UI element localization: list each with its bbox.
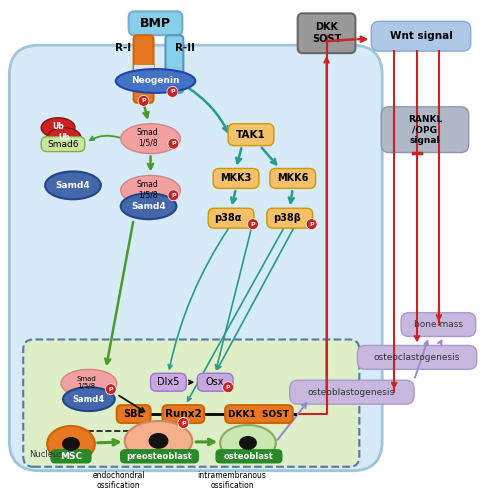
Ellipse shape xyxy=(47,128,81,148)
Circle shape xyxy=(247,218,259,230)
FancyBboxPatch shape xyxy=(9,45,382,470)
Ellipse shape xyxy=(149,433,169,449)
Text: Dlx5: Dlx5 xyxy=(157,377,180,387)
FancyBboxPatch shape xyxy=(51,450,91,463)
FancyBboxPatch shape xyxy=(228,124,274,146)
Text: p38α: p38α xyxy=(214,213,242,223)
Ellipse shape xyxy=(239,436,257,450)
FancyBboxPatch shape xyxy=(401,312,476,336)
FancyBboxPatch shape xyxy=(270,168,316,188)
Ellipse shape xyxy=(121,194,176,219)
Ellipse shape xyxy=(62,437,80,451)
Text: osteoblastogenesis: osteoblastogenesis xyxy=(308,388,395,396)
Ellipse shape xyxy=(125,421,192,461)
Circle shape xyxy=(223,382,234,392)
FancyBboxPatch shape xyxy=(290,380,414,404)
Text: MSC: MSC xyxy=(60,452,82,462)
Text: MKK6: MKK6 xyxy=(277,174,308,184)
FancyBboxPatch shape xyxy=(41,136,85,152)
Text: Nucleus: Nucleus xyxy=(29,450,63,459)
Text: R-I: R-I xyxy=(114,43,131,53)
Ellipse shape xyxy=(220,425,276,461)
Text: Neogenin: Neogenin xyxy=(131,76,180,86)
Ellipse shape xyxy=(45,172,101,200)
FancyBboxPatch shape xyxy=(298,14,356,53)
FancyBboxPatch shape xyxy=(166,35,183,93)
FancyBboxPatch shape xyxy=(129,12,182,35)
Text: Smad
1/5/8: Smad 1/5/8 xyxy=(76,376,96,388)
Text: p38β: p38β xyxy=(273,213,300,223)
Text: R-II: R-II xyxy=(175,43,195,53)
Text: Ub: Ub xyxy=(58,133,70,142)
Text: P: P xyxy=(171,141,176,146)
Ellipse shape xyxy=(47,426,95,462)
Text: P: P xyxy=(171,193,176,198)
Text: Smad
1/5/8: Smad 1/5/8 xyxy=(137,128,158,148)
Ellipse shape xyxy=(116,69,195,93)
Text: Samd4: Samd4 xyxy=(131,202,166,211)
Text: Smad
1/5/8: Smad 1/5/8 xyxy=(137,180,158,199)
FancyBboxPatch shape xyxy=(150,374,187,391)
Ellipse shape xyxy=(121,176,180,206)
FancyBboxPatch shape xyxy=(197,374,233,391)
FancyBboxPatch shape xyxy=(357,346,477,370)
Circle shape xyxy=(306,218,317,230)
Text: osteoblast: osteoblast xyxy=(224,452,274,462)
Text: DKK
SOST: DKK SOST xyxy=(312,22,341,44)
Circle shape xyxy=(138,96,149,106)
FancyBboxPatch shape xyxy=(23,340,359,467)
Text: P: P xyxy=(309,222,314,226)
Text: Samd4: Samd4 xyxy=(56,181,91,190)
Circle shape xyxy=(168,138,179,149)
Text: P: P xyxy=(170,90,175,94)
Ellipse shape xyxy=(41,118,75,138)
FancyBboxPatch shape xyxy=(225,405,293,423)
Circle shape xyxy=(167,86,178,98)
FancyBboxPatch shape xyxy=(371,22,471,51)
Text: TAK1: TAK1 xyxy=(236,130,266,140)
FancyBboxPatch shape xyxy=(216,450,282,463)
Text: DKK1  SOST: DKK1 SOST xyxy=(228,410,289,418)
Circle shape xyxy=(178,418,189,428)
Text: P: P xyxy=(181,420,186,426)
Text: Samd4: Samd4 xyxy=(73,394,105,404)
FancyBboxPatch shape xyxy=(267,208,313,228)
Text: Runx2: Runx2 xyxy=(165,409,202,419)
Text: P: P xyxy=(226,384,230,390)
Ellipse shape xyxy=(63,387,115,411)
Text: osteoclastogenesis: osteoclastogenesis xyxy=(374,353,460,362)
Text: intramembranous
ossification: intramembranous ossification xyxy=(198,470,266,490)
Text: P: P xyxy=(109,386,113,392)
FancyBboxPatch shape xyxy=(117,405,150,423)
FancyBboxPatch shape xyxy=(208,208,254,228)
Ellipse shape xyxy=(61,370,117,397)
Text: Osx: Osx xyxy=(206,377,225,387)
Text: BMP: BMP xyxy=(140,17,171,30)
FancyBboxPatch shape xyxy=(121,450,198,463)
Bar xyxy=(133,65,153,73)
FancyBboxPatch shape xyxy=(381,107,468,152)
FancyBboxPatch shape xyxy=(163,405,204,423)
Circle shape xyxy=(105,384,116,394)
Text: preosteoblast: preosteoblast xyxy=(127,452,192,462)
Text: SBE: SBE xyxy=(123,409,144,419)
Text: P: P xyxy=(141,98,146,103)
Text: endochondral
ossification: endochondral ossification xyxy=(93,470,145,490)
Text: P: P xyxy=(251,222,255,226)
FancyBboxPatch shape xyxy=(133,35,153,103)
Text: Wnt signal: Wnt signal xyxy=(390,31,452,41)
Circle shape xyxy=(168,190,179,201)
Ellipse shape xyxy=(121,124,180,154)
Text: MKK3: MKK3 xyxy=(220,174,252,184)
Text: RANKL
/OPG
signal: RANKL /OPG signal xyxy=(408,115,442,144)
Text: Ub: Ub xyxy=(52,122,64,131)
Text: Smad6: Smad6 xyxy=(47,140,79,149)
FancyBboxPatch shape xyxy=(213,168,259,188)
Text: bone mass: bone mass xyxy=(414,320,463,329)
